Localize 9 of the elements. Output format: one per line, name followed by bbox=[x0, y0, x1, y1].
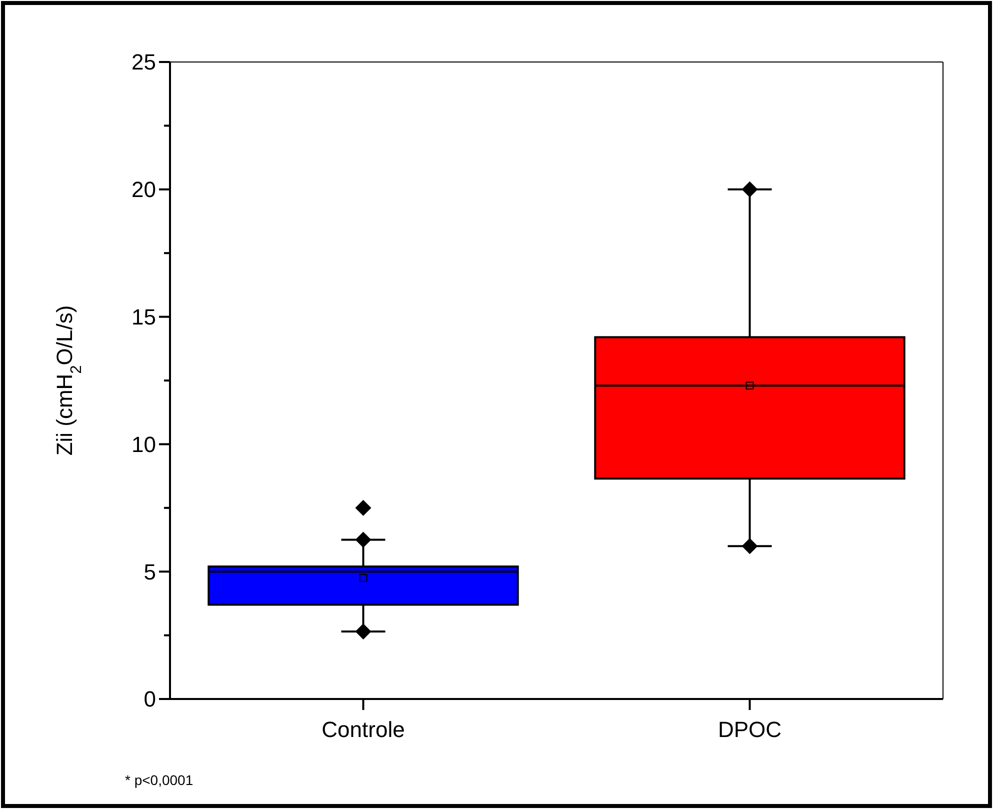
x-tick-label: Controle bbox=[322, 717, 405, 742]
y-tick-label: 10 bbox=[132, 432, 156, 457]
y-tick-label: 5 bbox=[144, 559, 156, 584]
y-tick-label: 15 bbox=[132, 304, 156, 330]
y-tick-label: 20 bbox=[132, 177, 156, 202]
y-tick-label: 25 bbox=[132, 50, 156, 75]
x-tick-label: DPOC bbox=[718, 717, 782, 742]
text: * p<0,0001 bbox=[125, 772, 194, 788]
y-tick-label: 0 bbox=[144, 686, 156, 712]
